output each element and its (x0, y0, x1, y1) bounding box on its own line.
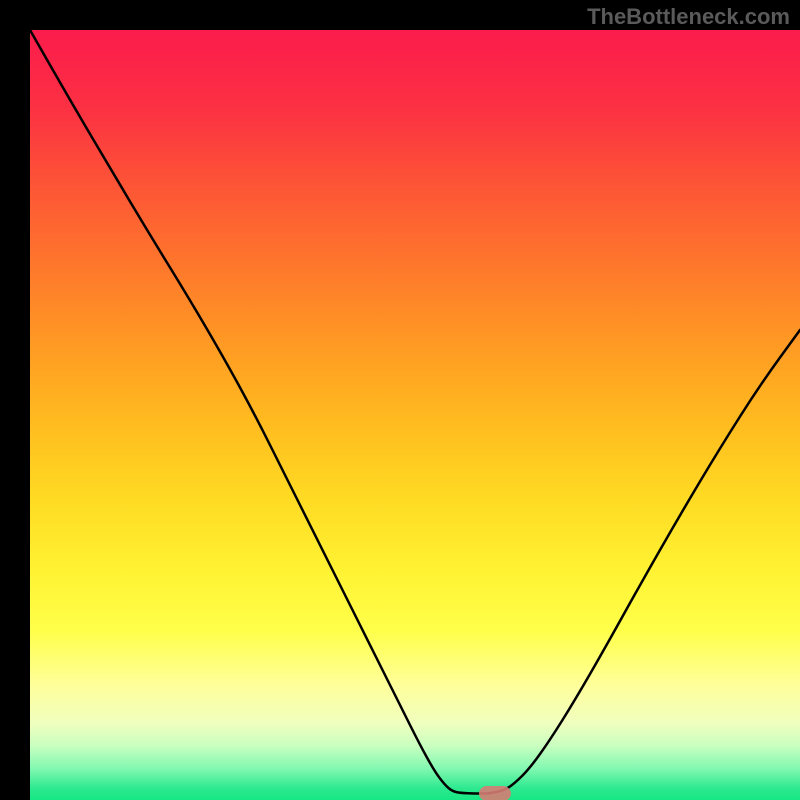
watermark-text: TheBottleneck.com (587, 4, 790, 30)
bottleneck-chart (0, 0, 800, 800)
optimal-marker (479, 786, 511, 800)
plot-background (30, 30, 800, 800)
chart-container: TheBottleneck.com (0, 0, 800, 800)
